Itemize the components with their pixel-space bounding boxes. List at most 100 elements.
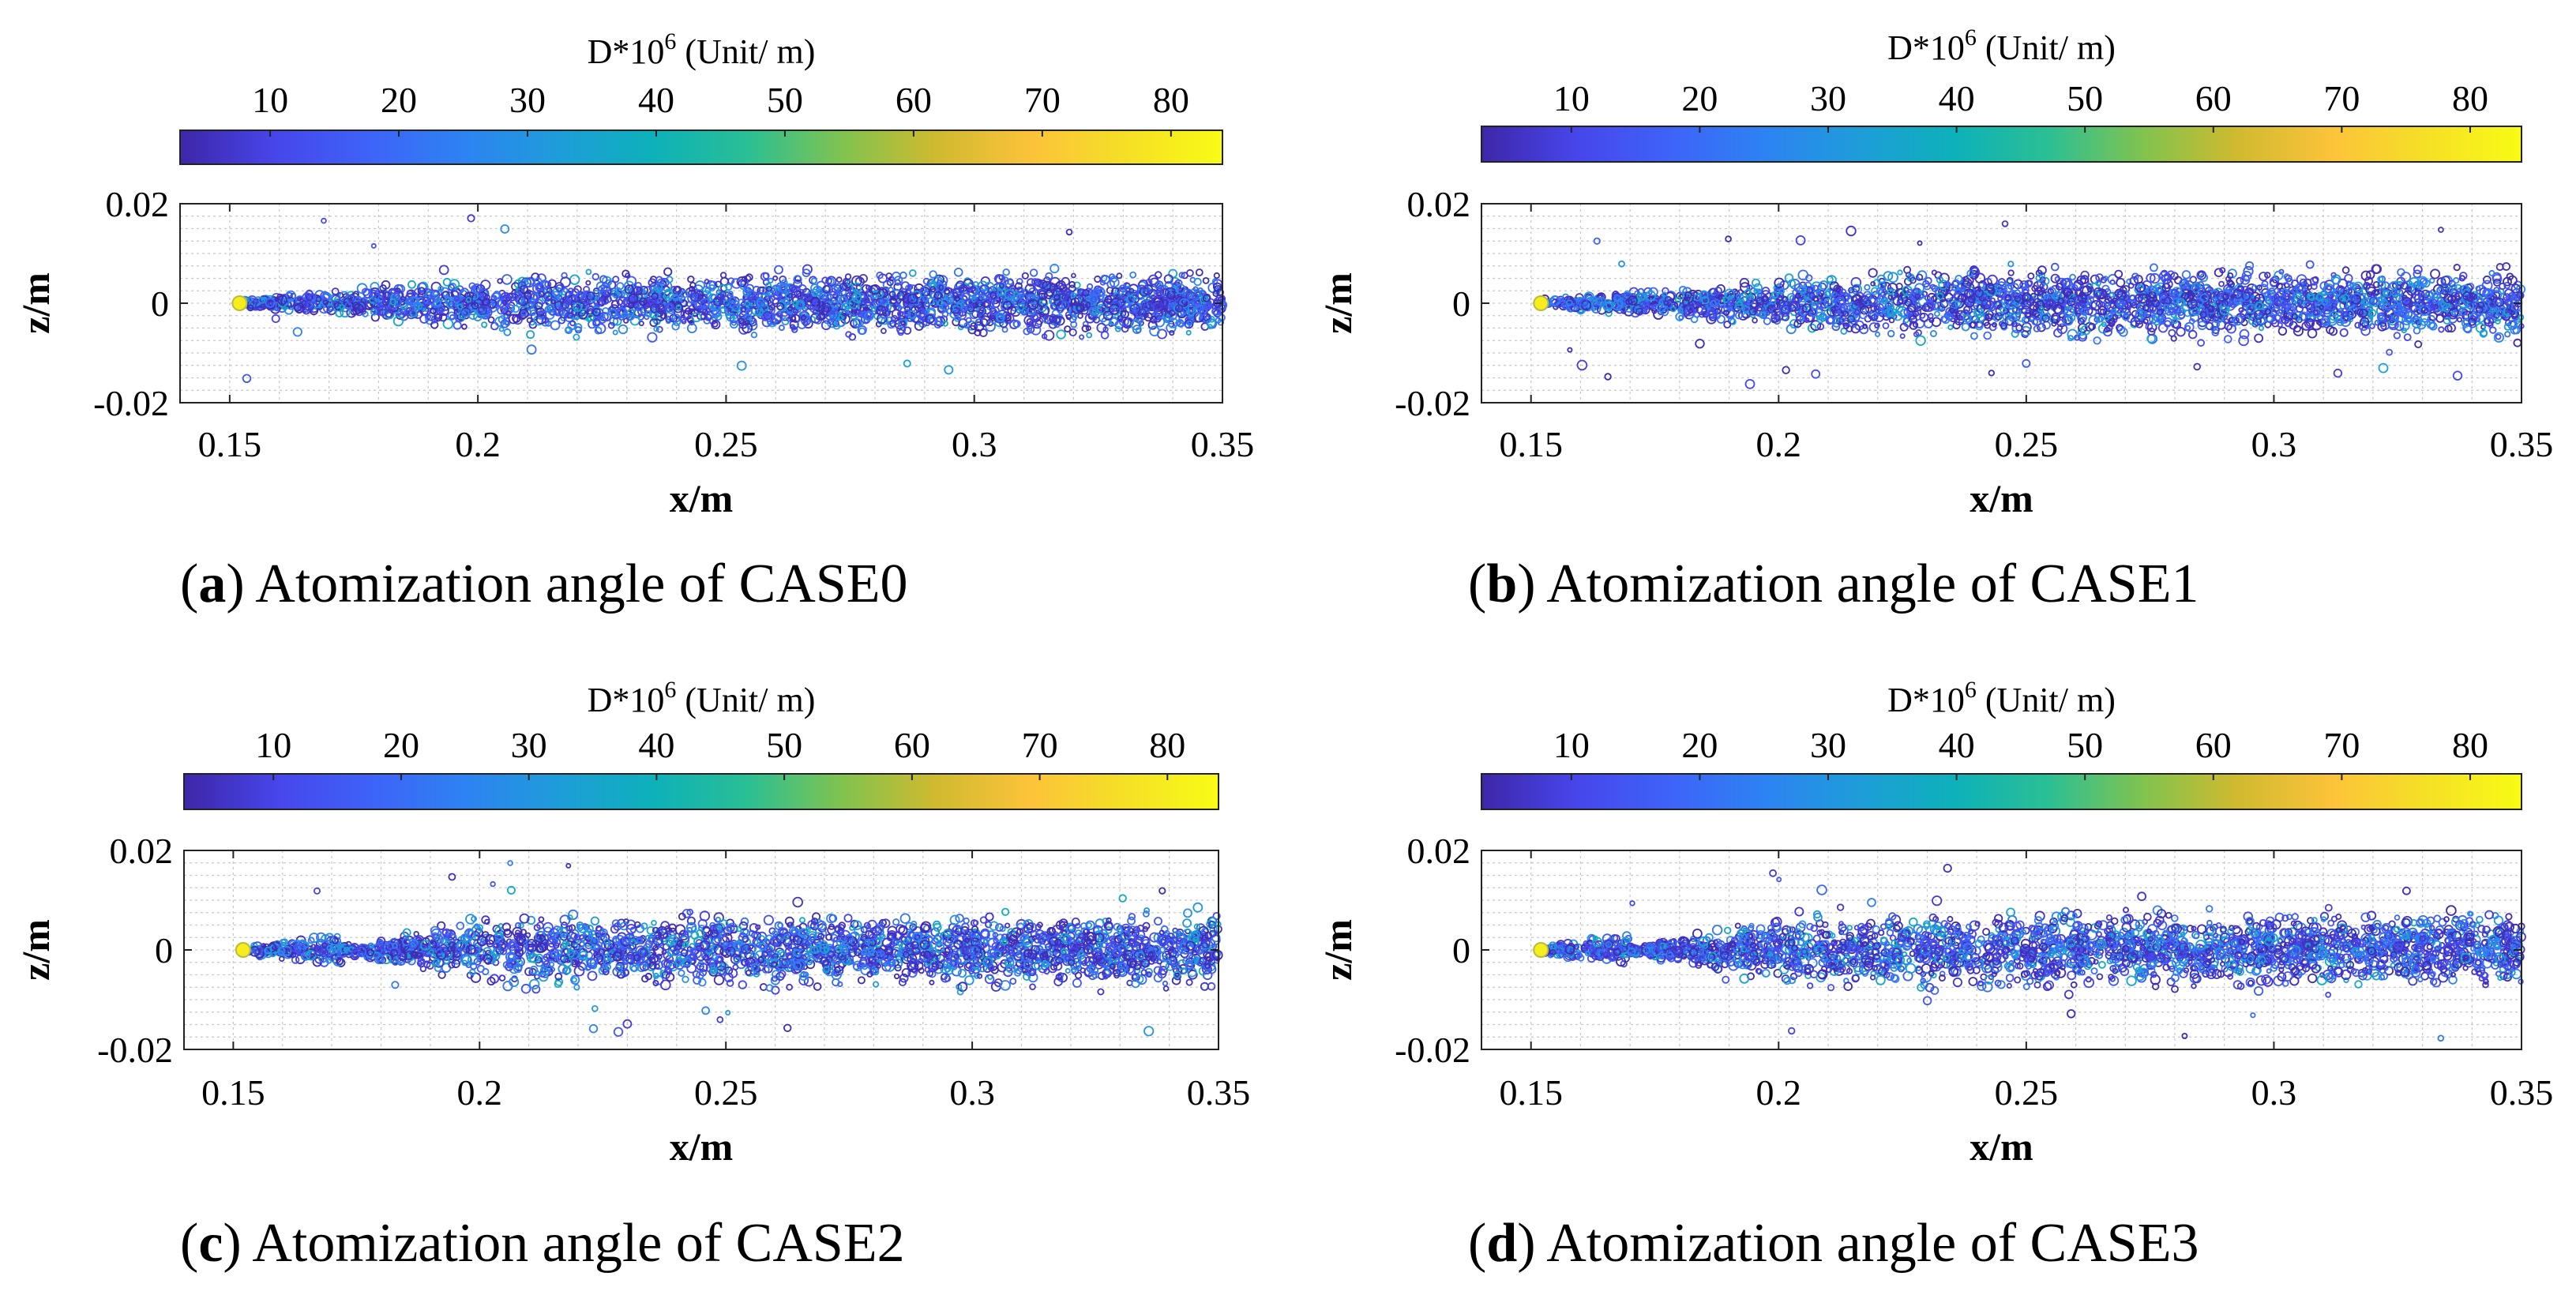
- droplet: [254, 301, 265, 311]
- droplet: [2067, 328, 2078, 340]
- droplet: [2285, 278, 2294, 286]
- droplet: [1934, 310, 1940, 317]
- droplet: [486, 298, 498, 309]
- droplet: [483, 294, 490, 301]
- droplet: [1143, 312, 1153, 322]
- droplet: [2395, 283, 2401, 291]
- droplet: [461, 323, 468, 330]
- droplet: [2495, 333, 2502, 340]
- droplet: [665, 316, 672, 323]
- droplet: [1885, 300, 1894, 309]
- droplet: [877, 313, 888, 325]
- droplet: [1864, 302, 1876, 314]
- droplet: [1020, 293, 1029, 302]
- droplet: [2099, 308, 2106, 315]
- droplet: [1021, 272, 1029, 280]
- droplet: [1737, 300, 1743, 306]
- droplet: [1983, 331, 1992, 340]
- droplet: [2137, 302, 2146, 312]
- droplet: [1957, 294, 1966, 303]
- droplet: [995, 312, 1005, 322]
- droplet: [711, 319, 721, 330]
- droplet: [705, 280, 716, 291]
- droplet: [903, 309, 911, 317]
- droplet: [1669, 301, 1679, 311]
- droplet: [759, 301, 766, 308]
- droplet: [845, 331, 852, 338]
- droplet: [471, 302, 479, 310]
- droplet: [793, 308, 799, 315]
- colorbar-tick-label: 20: [381, 80, 417, 120]
- droplet: [2286, 306, 2295, 314]
- droplet: [547, 279, 557, 289]
- droplet: [2493, 332, 2505, 343]
- droplet: [370, 308, 377, 316]
- droplet: [1873, 311, 1885, 323]
- droplet: [978, 307, 987, 316]
- droplet: [2114, 269, 2124, 279]
- droplet: [1082, 321, 1089, 328]
- droplet: [1969, 269, 1979, 280]
- droplet: [929, 270, 937, 279]
- plot-area-b: 0.15 0.2 0.25 0.3 0.350.020-0.02x/mz/m: [1316, 184, 2553, 520]
- droplet: [810, 288, 819, 298]
- droplet: [802, 264, 813, 275]
- droplet: [738, 317, 745, 325]
- droplet: [1012, 320, 1021, 328]
- droplet: [498, 326, 505, 332]
- droplet: [1118, 284, 1127, 293]
- droplet: [793, 275, 802, 284]
- caption-a: (a) Atomization angle of CASE0: [180, 554, 908, 614]
- droplet: [2131, 272, 2139, 281]
- droplet: [763, 310, 772, 321]
- droplet: [2023, 294, 2033, 303]
- droplet: [680, 289, 689, 298]
- droplet: [892, 289, 902, 299]
- droplet: [740, 306, 747, 313]
- droplet: [1087, 283, 1094, 290]
- droplet: [2168, 328, 2176, 337]
- droplet: [820, 320, 832, 331]
- droplet: [585, 280, 591, 286]
- droplet: [2345, 309, 2355, 319]
- droplet: [1596, 292, 1606, 302]
- droplet: [500, 224, 510, 234]
- droplet: [1913, 331, 1920, 337]
- droplet: [1988, 370, 1995, 377]
- droplet: [2495, 309, 2504, 317]
- droplet: [1206, 317, 1216, 328]
- colorbar-title-a: D*106 (Unit/ m): [588, 28, 816, 71]
- colorbar-a: D*106 (Unit/ m)10 20 30 40 50 60 70 80: [179, 28, 1223, 165]
- droplet: [879, 308, 889, 319]
- droplet: [599, 275, 608, 283]
- droplet: [1669, 306, 1677, 313]
- droplet: [257, 296, 265, 304]
- droplet: [1976, 313, 1985, 322]
- droplet: [790, 313, 801, 323]
- droplet: [1682, 287, 1692, 297]
- droplet: [467, 214, 475, 223]
- droplet: [1630, 307, 1641, 318]
- droplet: [1839, 317, 1846, 324]
- droplet: [393, 292, 400, 299]
- colorbar-title-b: D*106 (Unit/ m): [1887, 24, 2116, 67]
- droplet: [688, 308, 696, 316]
- droplet: [937, 299, 944, 306]
- droplet: [574, 296, 580, 302]
- droplet: [1121, 325, 1129, 333]
- droplet: [2146, 285, 2157, 296]
- droplet: [754, 308, 764, 317]
- droplet: [2266, 314, 2275, 324]
- droplet: [2435, 313, 2445, 323]
- droplet: [2360, 270, 2371, 281]
- droplet: [1773, 317, 1782, 325]
- droplet: [1919, 312, 1929, 322]
- droplet: [2126, 278, 2132, 285]
- droplet: [1169, 329, 1175, 336]
- droplet: [597, 284, 608, 295]
- droplet: [2043, 293, 2050, 300]
- droplet: [2145, 293, 2152, 300]
- droplet: [612, 276, 620, 283]
- droplet: [647, 332, 658, 343]
- droplet: [1184, 319, 1194, 329]
